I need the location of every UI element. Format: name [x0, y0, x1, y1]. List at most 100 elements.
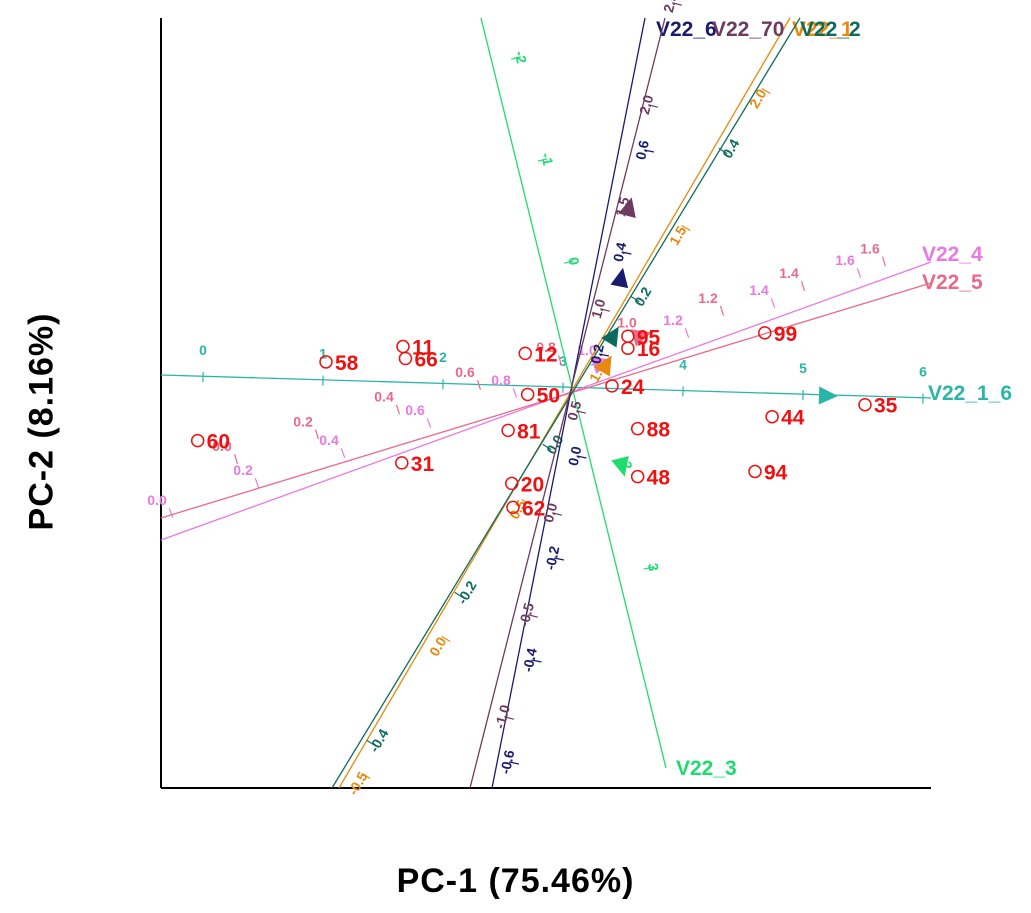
biplot-tick-mark — [366, 739, 376, 747]
sample-marker — [765, 409, 779, 424]
biplot-tick-mark — [542, 443, 552, 451]
sample-marker — [395, 456, 409, 470]
sample-label: 35 — [874, 395, 898, 418]
biplot-tick-label: 2.5 — [660, 0, 681, 14]
sample-marker — [630, 469, 645, 484]
sample-point-99: 99 — [758, 323, 797, 346]
sample-point-88: 88 — [630, 419, 670, 442]
sample-marker — [630, 421, 645, 436]
biplot-tick-label: 1.0 — [588, 297, 609, 320]
biplot-tick-mark — [426, 418, 432, 428]
sample-point-44: 44 — [765, 407, 805, 430]
biplot-tick-label: 0.2 — [631, 284, 655, 309]
biplot-tick-label: 1.6 — [835, 252, 855, 268]
biplot-tick-label: 0.4 — [319, 432, 339, 448]
biplot-axis-line — [491, 17, 646, 789]
biplot-tick-mark — [395, 404, 401, 415]
biplot-axis-name: V22_3 — [676, 757, 737, 780]
sample-label: 11 — [412, 337, 435, 360]
biplot-tick-label: 3 — [559, 353, 567, 369]
biplot-axis-line — [331, 17, 801, 789]
biplot-axis-line — [160, 282, 932, 519]
biplot-tick-label: 4 — [679, 356, 687, 372]
biplot-tick-label: -0.5 — [515, 601, 537, 629]
biplot-tick-mark — [454, 591, 464, 599]
sample-point-20: 20 — [505, 473, 544, 496]
biplot-tick-label: 0.0 — [212, 438, 232, 454]
biplot-tick-label: 6 — [919, 364, 927, 380]
biplot-axis-name: V22_4 — [922, 243, 983, 266]
biplot-tick-mark — [528, 614, 538, 618]
sample-point-94: 94 — [748, 461, 788, 484]
sample-point-35: 35 — [858, 395, 898, 418]
biplot-tick-mark — [552, 512, 562, 516]
sample-point-31: 31 — [395, 453, 434, 476]
sample-marker — [396, 339, 410, 354]
sample-point-62: 62 — [506, 497, 545, 520]
sample-marker — [505, 476, 519, 491]
biplot-tick-mark — [576, 455, 587, 459]
biplot-tick-mark — [564, 260, 574, 264]
biplot-tick-mark — [576, 410, 586, 414]
sample-marker — [518, 346, 532, 361]
sample-point-16: 16 — [621, 338, 660, 361]
biplot-axes: 0123456V22_1_6-2-10123V22_30.00.20.40.60… — [147, 0, 1012, 798]
biplot-arrow-marker — [630, 329, 652, 347]
biplot-arrow-marker — [594, 355, 612, 377]
biplot-tick-label: -2 — [512, 50, 530, 65]
biplot-tick-mark — [672, 2, 682, 6]
biplot-tick-mark — [598, 353, 610, 357]
biplot-tick-label: 0.4 — [374, 389, 394, 405]
biplot-tick-label: -1 — [538, 152, 556, 167]
biplot-axis-v22-4: 0.00.20.40.60.81.01.21.41.6 V22_4 — [147, 243, 983, 541]
sample-point-66: 66 — [398, 349, 438, 372]
sample-label: 66 — [414, 349, 437, 372]
biplot-tick-mark — [648, 104, 658, 108]
sample-marker — [621, 329, 635, 344]
sample-marker — [758, 326, 772, 340]
biplot-axis-name: V22_6 — [656, 18, 717, 41]
biplot-tick-label: 0.2 — [233, 462, 253, 478]
sample-point-60: 60 — [190, 431, 230, 454]
sample-label: 94 — [764, 461, 788, 484]
biplot-tick-mark — [340, 448, 346, 458]
sample-marker — [605, 379, 619, 393]
sample-marker — [190, 433, 205, 448]
biplot-tick-label: 0.2 — [293, 413, 313, 429]
biplot-tick-label: 1.6 — [860, 240, 880, 256]
biplot-tick-label: 0.8 — [536, 339, 556, 355]
biplot-tick-mark — [512, 388, 518, 398]
biplot-tick-label: -1.0 — [491, 703, 513, 731]
biplot-tick-label: 0.6 — [455, 364, 475, 380]
sample-label: 58 — [335, 352, 359, 375]
biplot-arrow-marker — [601, 326, 619, 348]
biplot-axis-line — [469, 17, 666, 789]
biplot-tick-mark — [621, 251, 632, 255]
biplot-arrow-marker — [611, 456, 629, 477]
biplot-axis-line — [338, 17, 791, 789]
biplot-tick-label: 1.4 — [749, 282, 769, 298]
biplot-tick-label: 1.0 — [617, 315, 637, 331]
biplot-tick-mark — [441, 635, 451, 643]
biplot-tick-mark — [761, 87, 771, 95]
biplot-tick-mark — [718, 147, 728, 155]
sample-point-81: 81 — [501, 420, 541, 443]
sample-point-24: 24 — [605, 376, 645, 399]
sample-marker — [748, 464, 762, 479]
biplot-tick-label: 0.6 — [405, 402, 425, 418]
sample-marker — [506, 500, 520, 515]
sample-label: 48 — [647, 467, 671, 490]
biplot-axis-line — [480, 17, 667, 769]
biplot-axis-name: V22_1 — [792, 18, 853, 41]
biplot-tick-mark — [600, 308, 610, 312]
biplot-tick-mark — [643, 149, 655, 153]
biplot-tick-label: 3 — [645, 562, 662, 573]
sample-marker — [520, 387, 535, 402]
biplot-tick-label: 5 — [799, 360, 807, 376]
biplot-tick-mark — [681, 224, 691, 232]
sample-point-48: 48 — [630, 467, 671, 490]
